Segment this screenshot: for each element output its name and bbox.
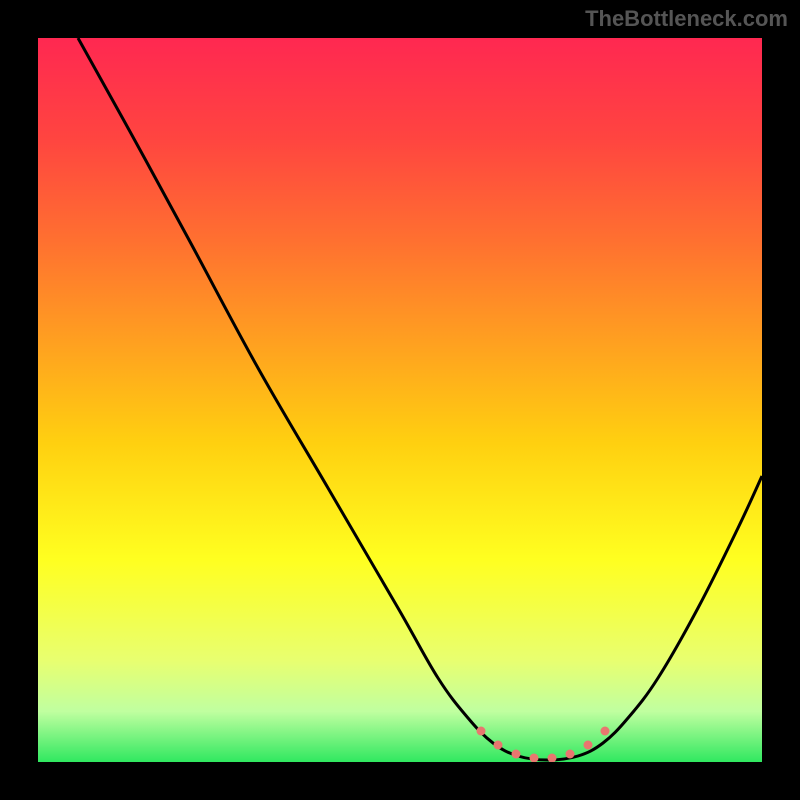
trough-marker bbox=[584, 741, 593, 750]
gradient-plot-area bbox=[38, 38, 762, 762]
bottleneck-curve bbox=[78, 38, 762, 760]
trough-marker bbox=[566, 750, 575, 759]
watermark-text: TheBottleneck.com bbox=[585, 6, 788, 32]
chart-container: TheBottleneck.com bbox=[0, 0, 800, 800]
trough-marker bbox=[530, 754, 539, 763]
trough-marker bbox=[601, 727, 610, 736]
trough-marker bbox=[548, 754, 557, 763]
trough-marker bbox=[512, 750, 521, 759]
trough-marker bbox=[494, 741, 503, 750]
curve-overlay bbox=[38, 38, 762, 762]
trough-marker bbox=[477, 727, 486, 736]
